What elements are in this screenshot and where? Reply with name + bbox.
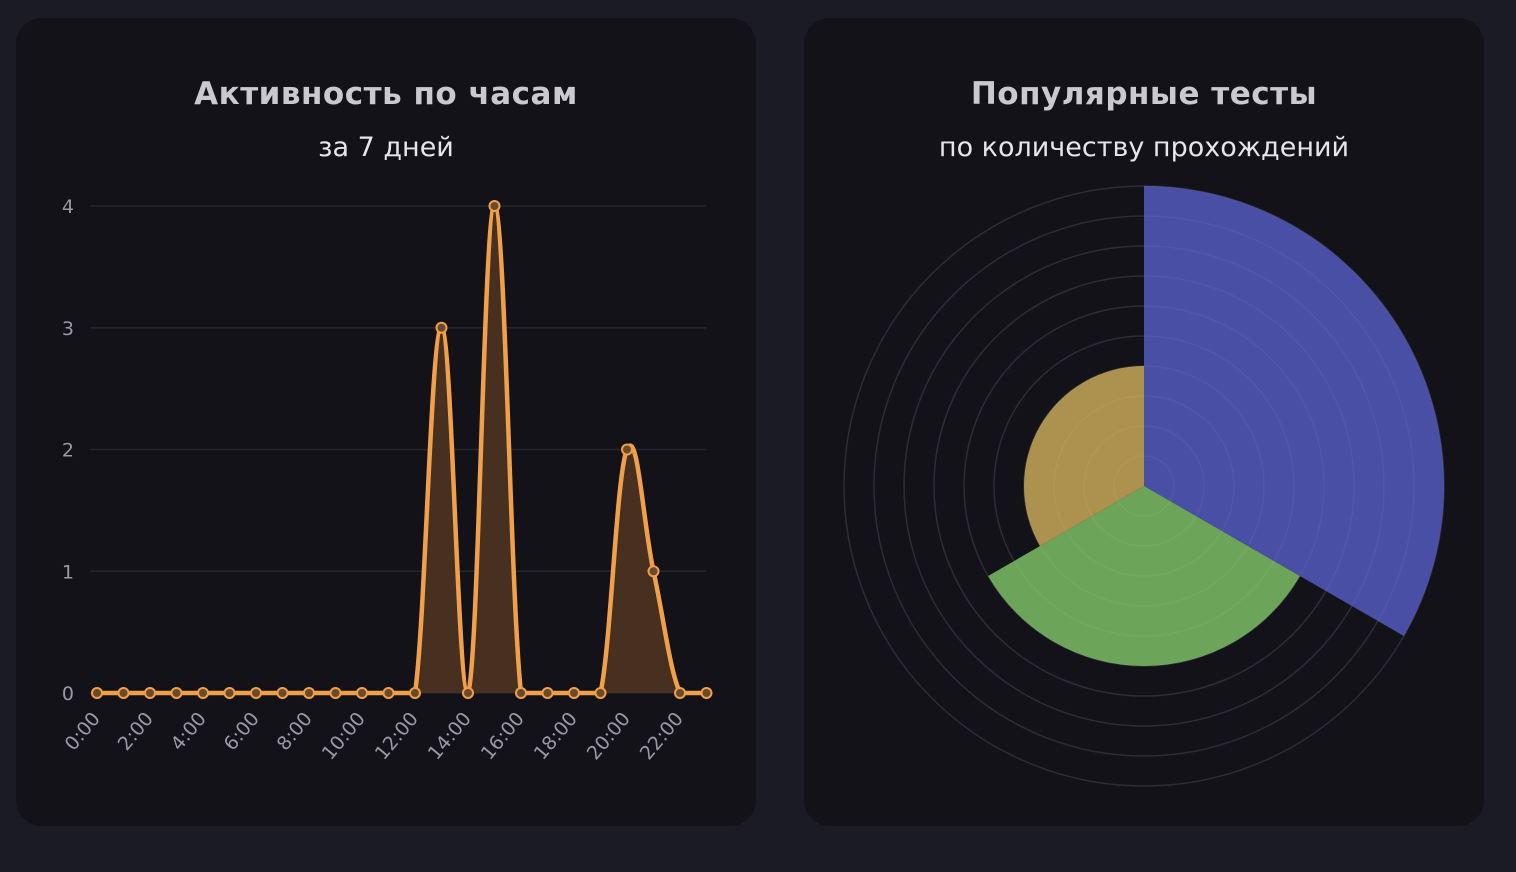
radial-gridline-overlay <box>1083 425 1205 547</box>
x-tick-label: 6:00 <box>220 708 264 755</box>
data-point <box>356 687 368 699</box>
data-point <box>674 687 686 699</box>
data-point <box>144 687 156 699</box>
y-tick-label: 3 <box>62 318 74 340</box>
polar-segment <box>988 486 1300 667</box>
polar-segment <box>1024 366 1144 546</box>
radial-gridline-overlay <box>873 215 1415 757</box>
data-point <box>329 687 342 699</box>
popular-tests-title: Популярные тесты <box>970 76 1318 112</box>
radial-gridline-overlay <box>1053 395 1235 577</box>
data-point <box>568 687 580 699</box>
radial-gridline-overlay <box>933 275 1355 697</box>
radial-gridline-overlay <box>903 245 1385 727</box>
data-point <box>197 687 209 699</box>
line-chart: 0 1 2 3 4 0:00 2:00 4:00 6:00 8:00 10:00 12:00 14:00… <box>61 196 713 764</box>
area-fill <box>97 206 707 693</box>
y-tick-label: 1 <box>62 561 74 583</box>
y-tick-label: 0 <box>62 683 74 705</box>
data-point <box>276 687 289 699</box>
x-tick-label: 8:00 <box>273 708 317 755</box>
x-tick-label: 16:00 <box>477 708 529 764</box>
x-tick-label: 4:00 <box>167 708 211 755</box>
radial-gridline-overlay <box>843 185 1445 787</box>
data-point <box>700 687 713 699</box>
popular-tests-card: Популярные тесты по количеству прохожден… <box>804 18 1484 826</box>
data-point <box>647 565 660 578</box>
y-tick-label: 2 <box>62 440 74 462</box>
data-point <box>594 687 607 699</box>
hourly-activity-title: Активность по часам <box>194 76 578 112</box>
data-point <box>117 687 130 699</box>
x-tick-label: 14:00 <box>424 708 476 764</box>
radial-gridline-overlay <box>993 335 1295 637</box>
radial-gridline-overlay <box>1113 455 1175 517</box>
x-tick-label: 10:00 <box>318 708 370 764</box>
polar-area-chart <box>843 185 1445 787</box>
data-point <box>382 687 395 699</box>
data-point <box>488 200 501 212</box>
x-tick-label: 22:00 <box>636 708 688 764</box>
radial-gridline-overlay <box>963 305 1325 667</box>
hourly-activity-subtitle: за 7 дней <box>318 132 454 163</box>
data-point <box>435 321 448 334</box>
hourly-activity-card: Активность по часам за 7 дней 0 1 2 3 4 0:00 2… <box>16 18 756 826</box>
x-tick-label: 2:00 <box>114 708 158 755</box>
x-tick-label: 18:00 <box>530 708 582 764</box>
data-point <box>515 687 527 699</box>
y-tick-label: 4 <box>62 196 74 218</box>
x-tick-label: 12:00 <box>371 708 423 764</box>
polar-segment <box>1144 186 1444 636</box>
data-point <box>541 687 554 699</box>
data-point <box>170 687 183 699</box>
x-tick-label: 20:00 <box>583 708 635 764</box>
data-point <box>250 687 262 699</box>
data-point <box>303 687 315 699</box>
popular-tests-subtitle: по количеству прохождений <box>938 132 1350 163</box>
radial-gridline-overlay <box>1023 365 1265 607</box>
data-point <box>409 687 421 699</box>
data-point <box>462 687 474 699</box>
data-point <box>91 687 103 699</box>
data-point <box>621 443 633 456</box>
data-point <box>223 687 236 699</box>
x-tick-label: 0:00 <box>61 708 105 755</box>
